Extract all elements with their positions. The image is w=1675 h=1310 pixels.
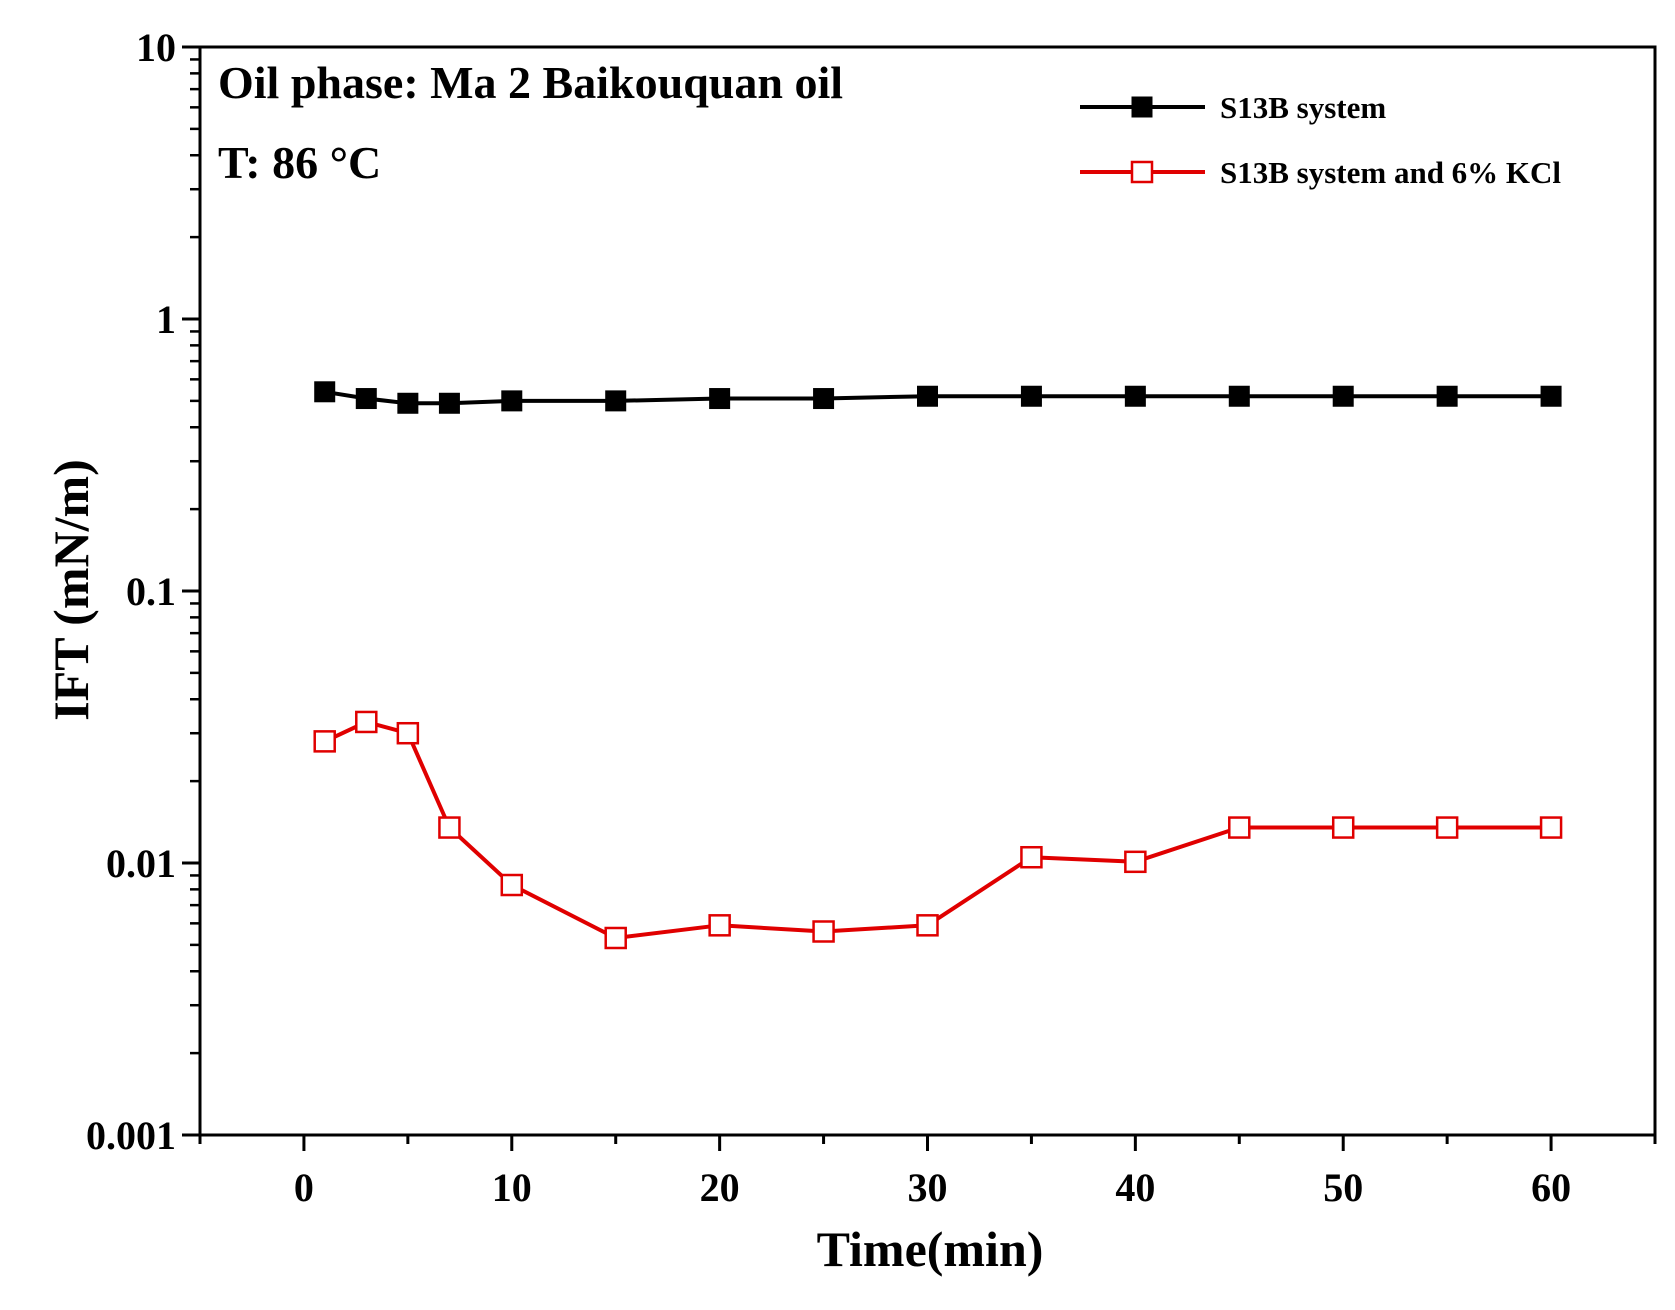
data-point [313, 730, 336, 753]
temperature-annotation: T: 86 °C [218, 137, 381, 188]
data-point [1020, 385, 1042, 407]
data-point [1228, 385, 1250, 407]
data-point [917, 385, 938, 407]
data-point [1228, 816, 1251, 839]
x-tick-label: 50 [1323, 1165, 1363, 1210]
data-point [314, 381, 336, 403]
y-tick-label: 10 [136, 25, 176, 70]
data-point [501, 390, 523, 412]
data-point [604, 926, 627, 950]
data-point [812, 920, 835, 943]
y-tick-label: 0.1 [126, 569, 176, 614]
data-point [500, 873, 524, 897]
legend-item: S13B system [1080, 90, 1386, 125]
oil-phase-annotation: Oil phase: Ma 2 Baikouquan oil [218, 57, 843, 108]
data-point [355, 388, 377, 410]
data-point [397, 392, 419, 414]
data-point [1020, 845, 1043, 869]
series-layer [313, 381, 1563, 950]
data-point [1124, 850, 1147, 874]
x-axis-title: Time(min) [817, 1221, 1044, 1277]
x-tick-label: 20 [700, 1165, 740, 1210]
data-point [1540, 385, 1562, 407]
series-1 [314, 381, 1562, 414]
data-point [605, 390, 627, 412]
legend-marker [1130, 160, 1154, 184]
data-point [916, 914, 939, 937]
data-point [1539, 816, 1563, 839]
legend-item: S13B system and 6% KCl [1080, 155, 1561, 190]
data-point [709, 388, 731, 410]
legend-label: S13B system and 6% KCl [1220, 155, 1561, 190]
data-point [1124, 385, 1146, 407]
x-tick-label: 10 [492, 1165, 532, 1210]
series-line [323, 720, 1552, 940]
series-2 [313, 710, 1563, 950]
legend: S13B system S13B system and 6% KCl [1080, 90, 1561, 190]
y-tick-label: 0.001 [86, 1113, 176, 1158]
data-point [438, 392, 460, 414]
data-point [355, 710, 378, 734]
data-point [1435, 816, 1459, 839]
y-tick-label: 0.01 [106, 841, 176, 886]
y-tick-label: 1 [156, 297, 176, 342]
x-tick-label: 0 [294, 1165, 314, 1210]
data-point [1332, 385, 1354, 407]
data-point [1436, 385, 1458, 407]
plot-area-frame [198, 45, 1657, 1137]
y-axis-title: IFT (mN/m) [43, 459, 99, 721]
legend-marker [1131, 96, 1153, 118]
tick-layer: 0 10 20 30 40 50 60 0.001 0.01 0.1 1 10 [86, 25, 1657, 1210]
data-point [813, 388, 835, 410]
legend-label: S13B system [1220, 90, 1386, 125]
data-point [1331, 816, 1355, 839]
x-tick-label: 30 [908, 1165, 948, 1210]
data-point [438, 816, 461, 839]
data-point [396, 721, 420, 745]
data-point [708, 914, 731, 937]
x-tick-label: 40 [1115, 1165, 1155, 1210]
x-tick-label: 60 [1531, 1165, 1571, 1210]
